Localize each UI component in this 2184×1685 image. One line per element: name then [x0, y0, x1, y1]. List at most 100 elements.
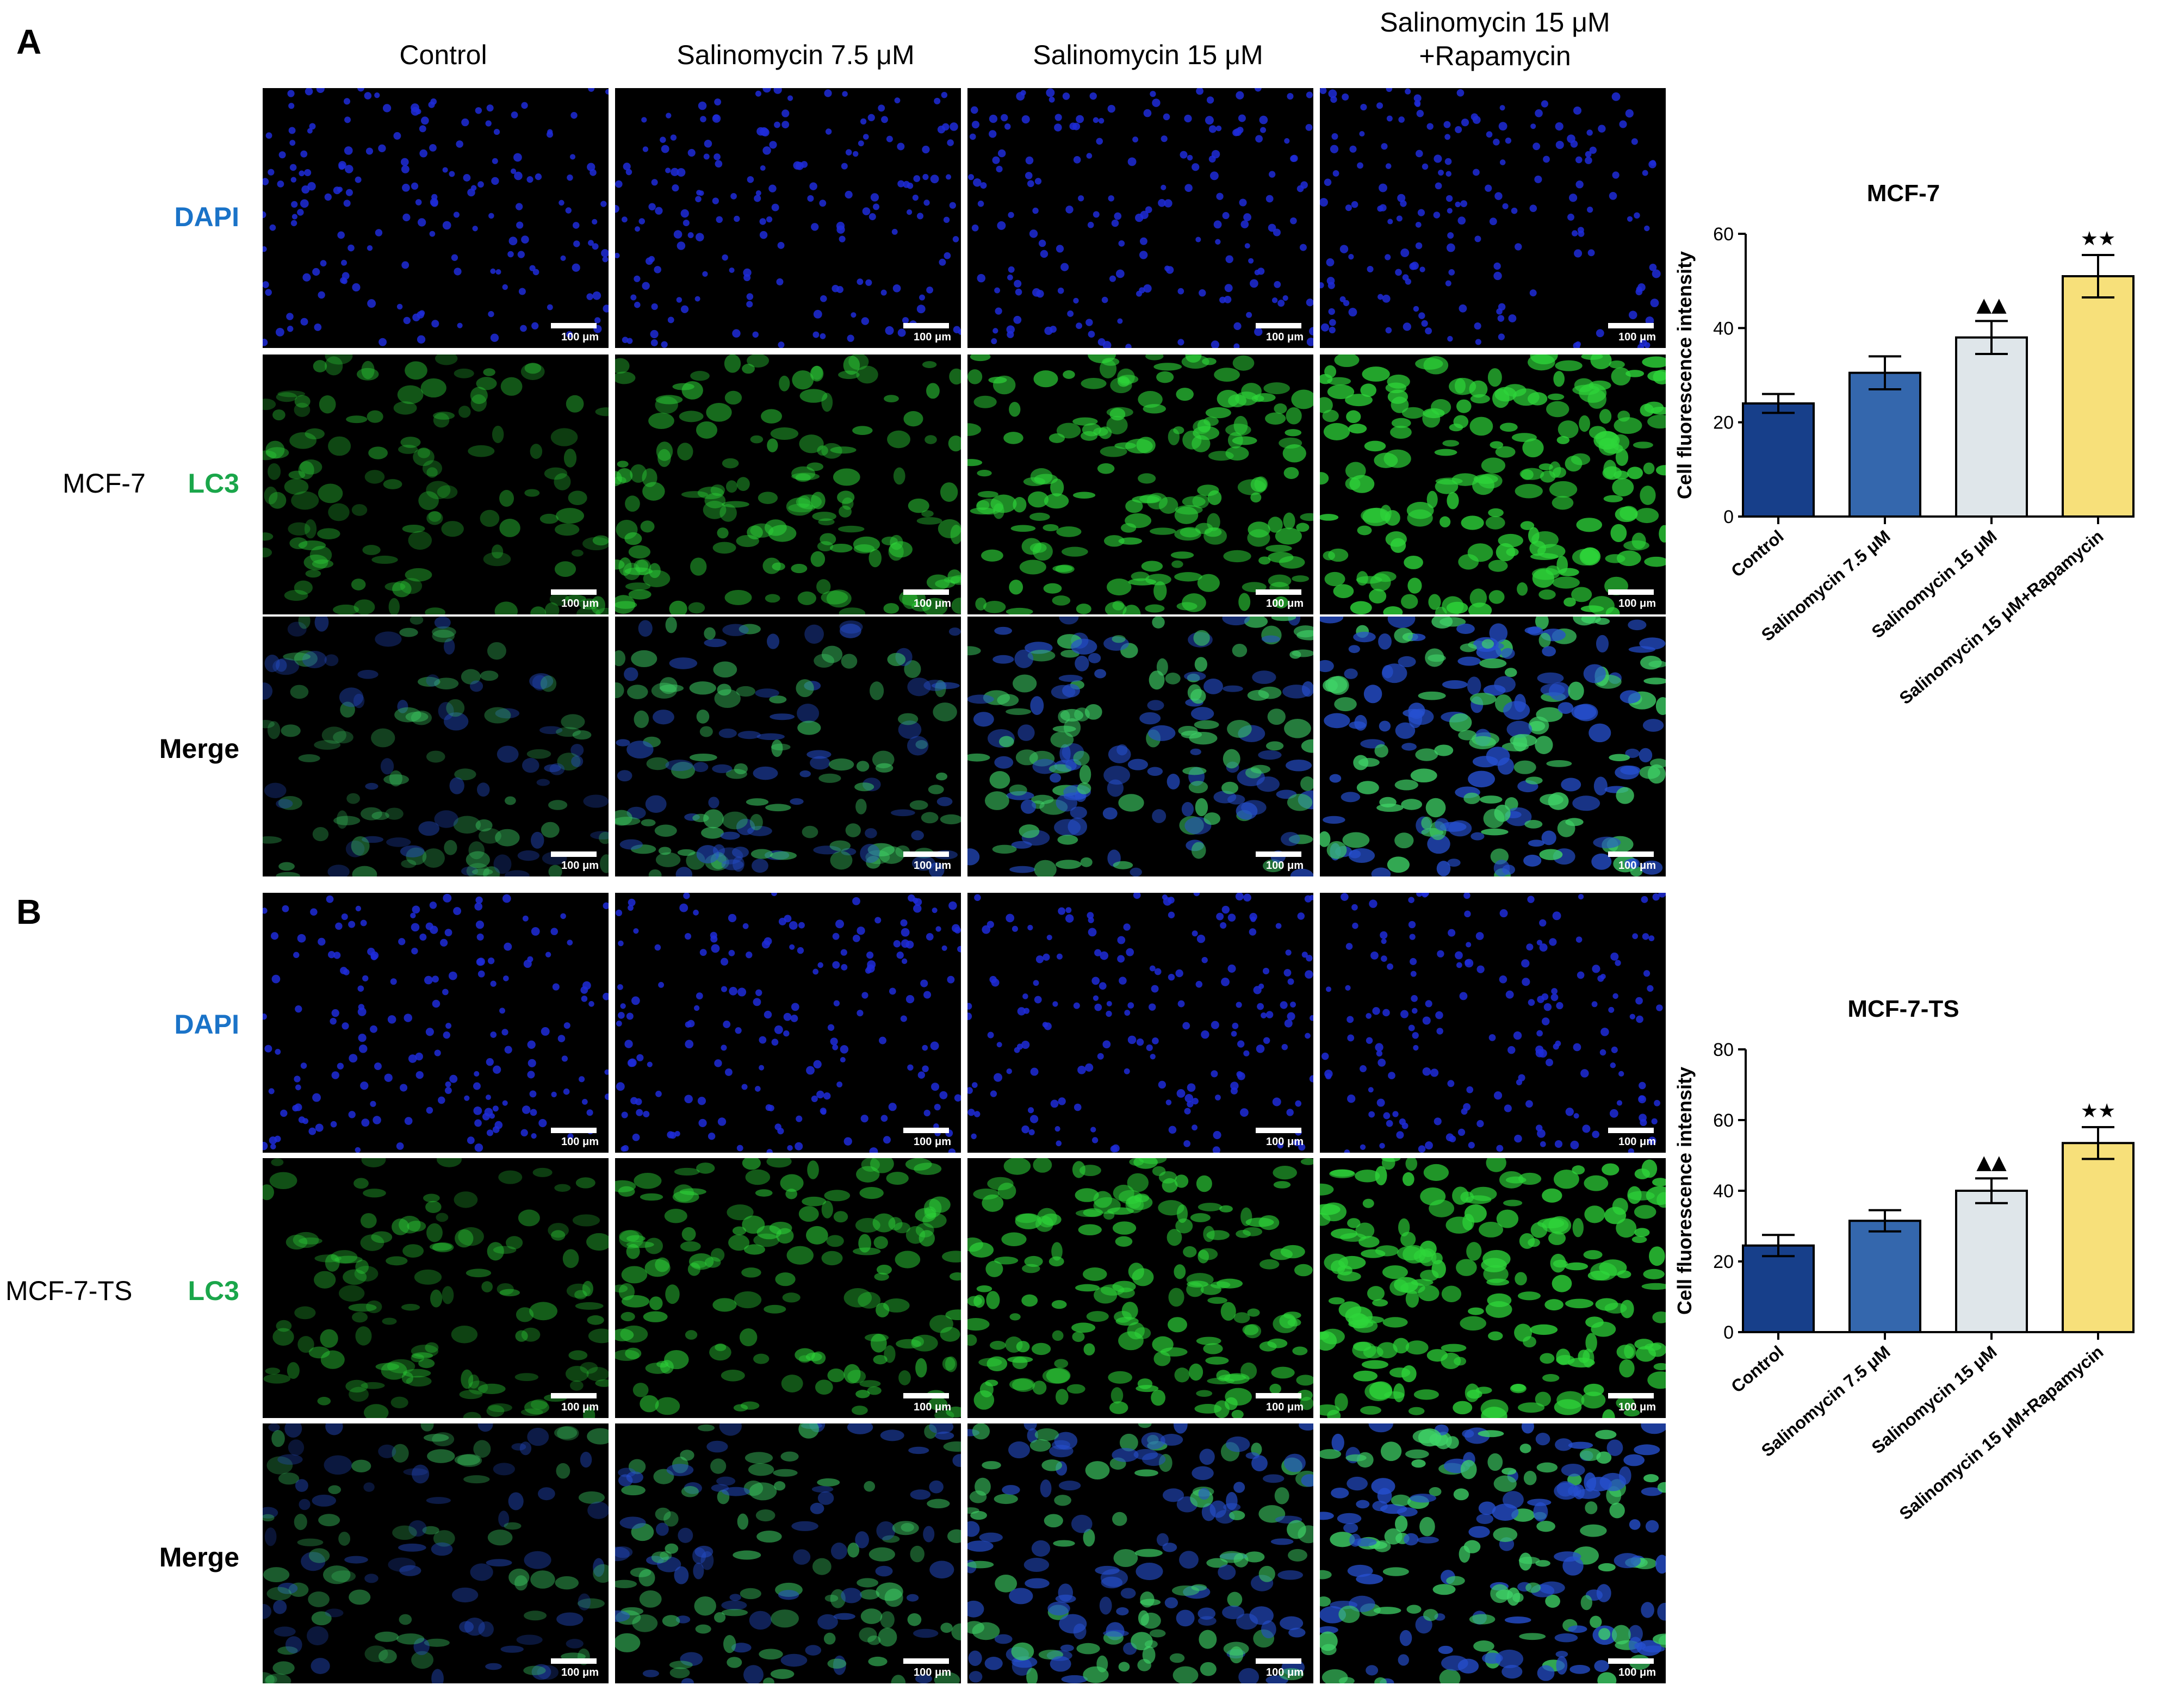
dapi-micrograph: 100 μm	[263, 88, 609, 348]
y-tick-label: 80	[1713, 1040, 1734, 1060]
merge-micrograph: 100 μm	[615, 1423, 961, 1683]
cell-line-label-a: MCF-7	[63, 468, 146, 499]
scale-bar-label: 100 μm	[561, 1136, 599, 1148]
column-header-salinomycin-7-5: Salinomycin 7.5 μM	[677, 40, 915, 70]
scale-bar-label: 100 μm	[914, 598, 951, 610]
y-tick-label: 20	[1713, 413, 1734, 433]
lc3-micrograph: 100 μm	[263, 1158, 609, 1418]
y-tick-label: 0	[1723, 507, 1734, 527]
scale-bar	[1608, 323, 1654, 328]
y-tick-label: 20	[1713, 1252, 1734, 1272]
column-header-salinomycin-15: Salinomycin 15 μM	[1033, 40, 1263, 70]
significance-marker: ★★	[2081, 228, 2116, 250]
bar	[2062, 1142, 2135, 1333]
scale-bar	[1608, 1393, 1654, 1398]
lc3-micrograph: 100 μm	[615, 355, 961, 614]
scale-bar-label: 100 μm	[1266, 598, 1304, 610]
scale-bar-label: 100 μm	[1266, 1401, 1304, 1413]
merge-micrograph: 100 μm	[967, 617, 1313, 876]
scale-bar	[1256, 589, 1301, 595]
scale-bar	[551, 1128, 597, 1133]
merge-micrograph: 100 μm	[967, 1423, 1313, 1683]
bar	[1955, 1190, 2028, 1333]
scale-bar-label: 100 μm	[914, 1667, 951, 1678]
dapi-micrograph: 100 μm	[615, 893, 961, 1153]
scale-bar-label: 100 μm	[1618, 1401, 1656, 1413]
scale-bar-label: 100 μm	[914, 331, 951, 343]
dapi-micrograph: 100 μm	[967, 88, 1313, 348]
scale-bar	[903, 1128, 949, 1133]
significance-marker: ▲▲	[1976, 1151, 2007, 1173]
bar	[1742, 1244, 1815, 1333]
bar	[1848, 371, 1921, 518]
x-tick-label: Salinomycin 15 μM+Rapamycin	[1896, 526, 2107, 708]
lc3-micrograph: 100 μm	[263, 355, 609, 614]
dapi-micrograph: 100 μm	[967, 893, 1313, 1153]
lc3-micrograph: 100 μm	[615, 1158, 961, 1418]
scale-bar	[1256, 851, 1301, 857]
scale-bar-label: 100 μm	[914, 1136, 951, 1148]
merge-micrograph: 100 μm	[1320, 1423, 1666, 1683]
scale-bar	[551, 1393, 597, 1398]
scale-bar	[1256, 1393, 1301, 1398]
dapi-micrograph: 100 μm	[263, 893, 609, 1153]
x-tick-label: Control	[1727, 1342, 1787, 1397]
scale-bar-label: 100 μm	[1618, 598, 1656, 610]
scale-bar	[1608, 589, 1654, 595]
scale-bar	[1608, 851, 1654, 857]
chart-title: MCF-7	[1867, 180, 1940, 207]
scale-bar	[903, 1393, 949, 1398]
cell-line-label-b: MCF-7-TS	[5, 1276, 133, 1306]
scale-bar-label: 100 μm	[1618, 1667, 1656, 1678]
merge-micrograph: 100 μm	[1320, 617, 1666, 876]
y-axis-label: Cell fluorescence intensity	[1673, 1067, 1696, 1315]
scale-bar	[551, 851, 597, 857]
merge-micrograph: 100 μm	[615, 617, 961, 876]
scale-bar	[1256, 1658, 1301, 1664]
scale-bar-label: 100 μm	[1618, 860, 1656, 872]
scale-bar	[551, 323, 597, 328]
column-header-control: Control	[399, 40, 487, 70]
row-label-merge-a: Merge	[159, 733, 239, 764]
panel-letter-b: B	[16, 892, 42, 931]
y-tick-label: 40	[1713, 1181, 1734, 1202]
scale-bar	[551, 1658, 597, 1664]
scale-bar	[551, 589, 597, 595]
scale-bar	[1256, 323, 1301, 328]
merge-micrograph: 100 μm	[263, 617, 609, 876]
scale-bar	[1608, 1128, 1654, 1133]
bar	[1742, 402, 1815, 518]
dapi-micrograph: 100 μm	[615, 88, 961, 348]
bar-chart-mcf7: MCF-7 Cell fluorescence intensity 0 20 40 60 C…	[1673, 180, 2135, 708]
y-tick-label: 60	[1713, 1110, 1734, 1131]
scale-bar	[1608, 1658, 1654, 1664]
lc3-micrograph: 100 μm	[1320, 355, 1666, 614]
scale-bar-label: 100 μm	[561, 1401, 599, 1413]
scale-bar	[903, 323, 949, 328]
panel-letter-a: A	[16, 22, 42, 61]
scale-bar	[903, 851, 949, 857]
scale-bar-label: 100 μm	[1618, 1136, 1656, 1148]
row-label-lc3-b: LC3	[131, 1275, 239, 1307]
scale-bar-label: 100 μm	[561, 860, 599, 872]
scale-bar-label: 100 μm	[1266, 331, 1304, 343]
lc3-label: LC3	[188, 1276, 239, 1306]
significance-marker: ▲▲	[1976, 294, 2007, 316]
significance-marker: ★★	[2081, 1100, 2116, 1122]
scale-bar	[903, 1658, 949, 1664]
scale-bar-label: 100 μm	[561, 1667, 599, 1678]
lc3-micrograph: 100 μm	[967, 355, 1313, 614]
scale-bar-label: 100 μm	[1266, 1136, 1304, 1148]
y-tick-label: 60	[1713, 224, 1734, 245]
row-label-merge-b: Merge	[159, 1542, 239, 1572]
row-label-lc3-a: LC3	[131, 468, 239, 499]
bar	[1848, 1220, 1921, 1333]
dapi-label: DAPI	[174, 202, 239, 232]
y-tick-label: 0	[1723, 1322, 1734, 1343]
x-tick-label: Salinomycin 15 μM+Rapamycin	[1896, 1342, 2107, 1524]
merge-micrograph: 100 μm	[263, 1423, 609, 1683]
dapi-micrograph: 100 μm	[1320, 88, 1666, 348]
x-tick-label: Control	[1727, 526, 1787, 581]
scale-bar-label: 100 μm	[914, 860, 951, 872]
lc3-micrograph: 100 μm	[1320, 1158, 1666, 1418]
